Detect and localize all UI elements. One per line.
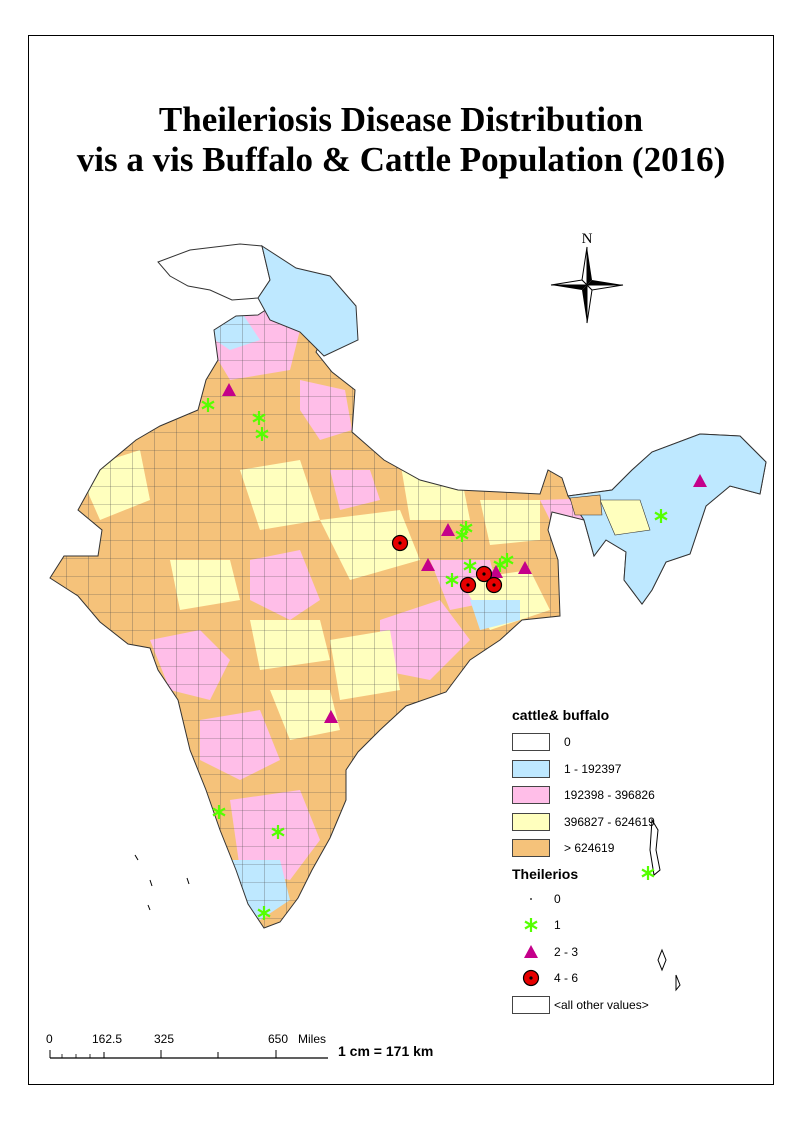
population-swatch — [512, 786, 550, 804]
scale-tick-2: 325 — [154, 1032, 175, 1046]
scale-bar — [49, 1050, 328, 1059]
andaman-islands — [649, 818, 681, 992]
scale-unit: Miles — [298, 1032, 327, 1046]
disease-class-1: 1 — [508, 914, 748, 941]
scale-tick-3: 650 — [268, 1032, 289, 1046]
target-center-dot — [482, 572, 486, 576]
population-class-2: 192398 - 396826 — [508, 784, 748, 811]
asterisk-icon — [524, 918, 538, 932]
disease-class-0: 0 — [508, 888, 748, 915]
asterisk-marker — [201, 398, 215, 412]
asterisk-marker — [255, 427, 269, 441]
asterisk-marker — [252, 411, 266, 425]
population-swatch — [512, 733, 550, 751]
asterisk-marker — [445, 573, 459, 587]
disease-class-label: 1 — [554, 918, 561, 932]
asterisk-marker — [257, 906, 271, 920]
map-frame — [28, 35, 774, 1085]
map-legend: cattle& buffalo 0 1 - 192397 192398 - 39… — [508, 707, 748, 1020]
title-line-2: vis a vis Buffalo & Cattle Population (2… — [76, 140, 726, 179]
population-class-label: 0 — [564, 735, 571, 749]
disease-class-label: <all other values> — [554, 997, 649, 1012]
asterisk-marker — [212, 805, 226, 819]
triangle-marker — [693, 474, 707, 487]
disease-class-2: 2 - 3 — [508, 941, 748, 968]
population-class-4: > 624619 — [508, 837, 748, 864]
triangle-marker — [421, 558, 435, 571]
theileriosis-markers — [201, 383, 707, 920]
lakshadweep-islands — [134, 854, 190, 911]
title-line-1: Theileriosis Disease Distribution — [158, 100, 644, 139]
target-center-dot — [492, 583, 496, 587]
disease-class-label: 4 - 6 — [554, 971, 579, 985]
map-title: Theileriosis Disease Distribution vis a … — [28, 100, 774, 180]
population-class-label: 192398 - 396826 — [564, 788, 655, 802]
north-label: N — [582, 231, 593, 247]
disease-class-3: 4 - 6 — [508, 967, 748, 994]
triangle-marker — [518, 561, 532, 574]
triangle-marker — [489, 565, 503, 578]
empty-box-icon — [512, 995, 550, 1014]
target-center-dot — [398, 541, 402, 545]
population-class-3: 396827 - 624619 — [508, 811, 748, 838]
northeast-orange-patch — [569, 494, 603, 516]
dot-icon — [530, 897, 532, 900]
population-class-label: 1 - 192397 — [564, 761, 622, 776]
target-center-dot — [466, 583, 470, 587]
asterisk-marker — [641, 866, 655, 880]
compass-rose-icon — [550, 246, 624, 324]
triangle-marker — [324, 710, 338, 723]
population-swatch — [512, 759, 550, 778]
disease-class-4: <all other values> — [508, 994, 748, 1021]
asterisk-marker — [271, 825, 285, 839]
population-class-label: 396827 - 624619 — [564, 814, 655, 829]
triangle-icon — [524, 944, 538, 958]
population-swatch — [512, 812, 550, 831]
population-swatch — [512, 839, 550, 857]
population-class-1: 1 - 192397 — [508, 758, 748, 785]
kashmir-north-region — [157, 243, 271, 301]
target-circle-icon — [522, 969, 540, 987]
asterisk-marker — [500, 553, 514, 567]
disease-class-label: 2 - 3 — [554, 944, 579, 959]
population-class-0: 0 — [508, 731, 748, 758]
scale-ratio: 1 cm = 171 km — [338, 1043, 434, 1059]
population-legend-title: cattle& buffalo — [512, 707, 610, 723]
scale-tick-0: 0 — [46, 1032, 53, 1046]
northeast-yellow-patch — [599, 499, 651, 536]
population-class-label: > 624619 — [564, 841, 615, 855]
asterisk-marker — [459, 521, 473, 535]
asterisk-marker — [654, 509, 668, 523]
ladakh-region — [257, 244, 359, 357]
triangle-marker — [222, 383, 236, 396]
disease-class-label: 0 — [554, 891, 561, 906]
scale-tick-1: 162.5 — [92, 1032, 123, 1046]
disease-legend-title: Theilerios — [512, 865, 579, 882]
triangle-marker — [441, 523, 455, 536]
asterisk-marker — [463, 559, 477, 573]
